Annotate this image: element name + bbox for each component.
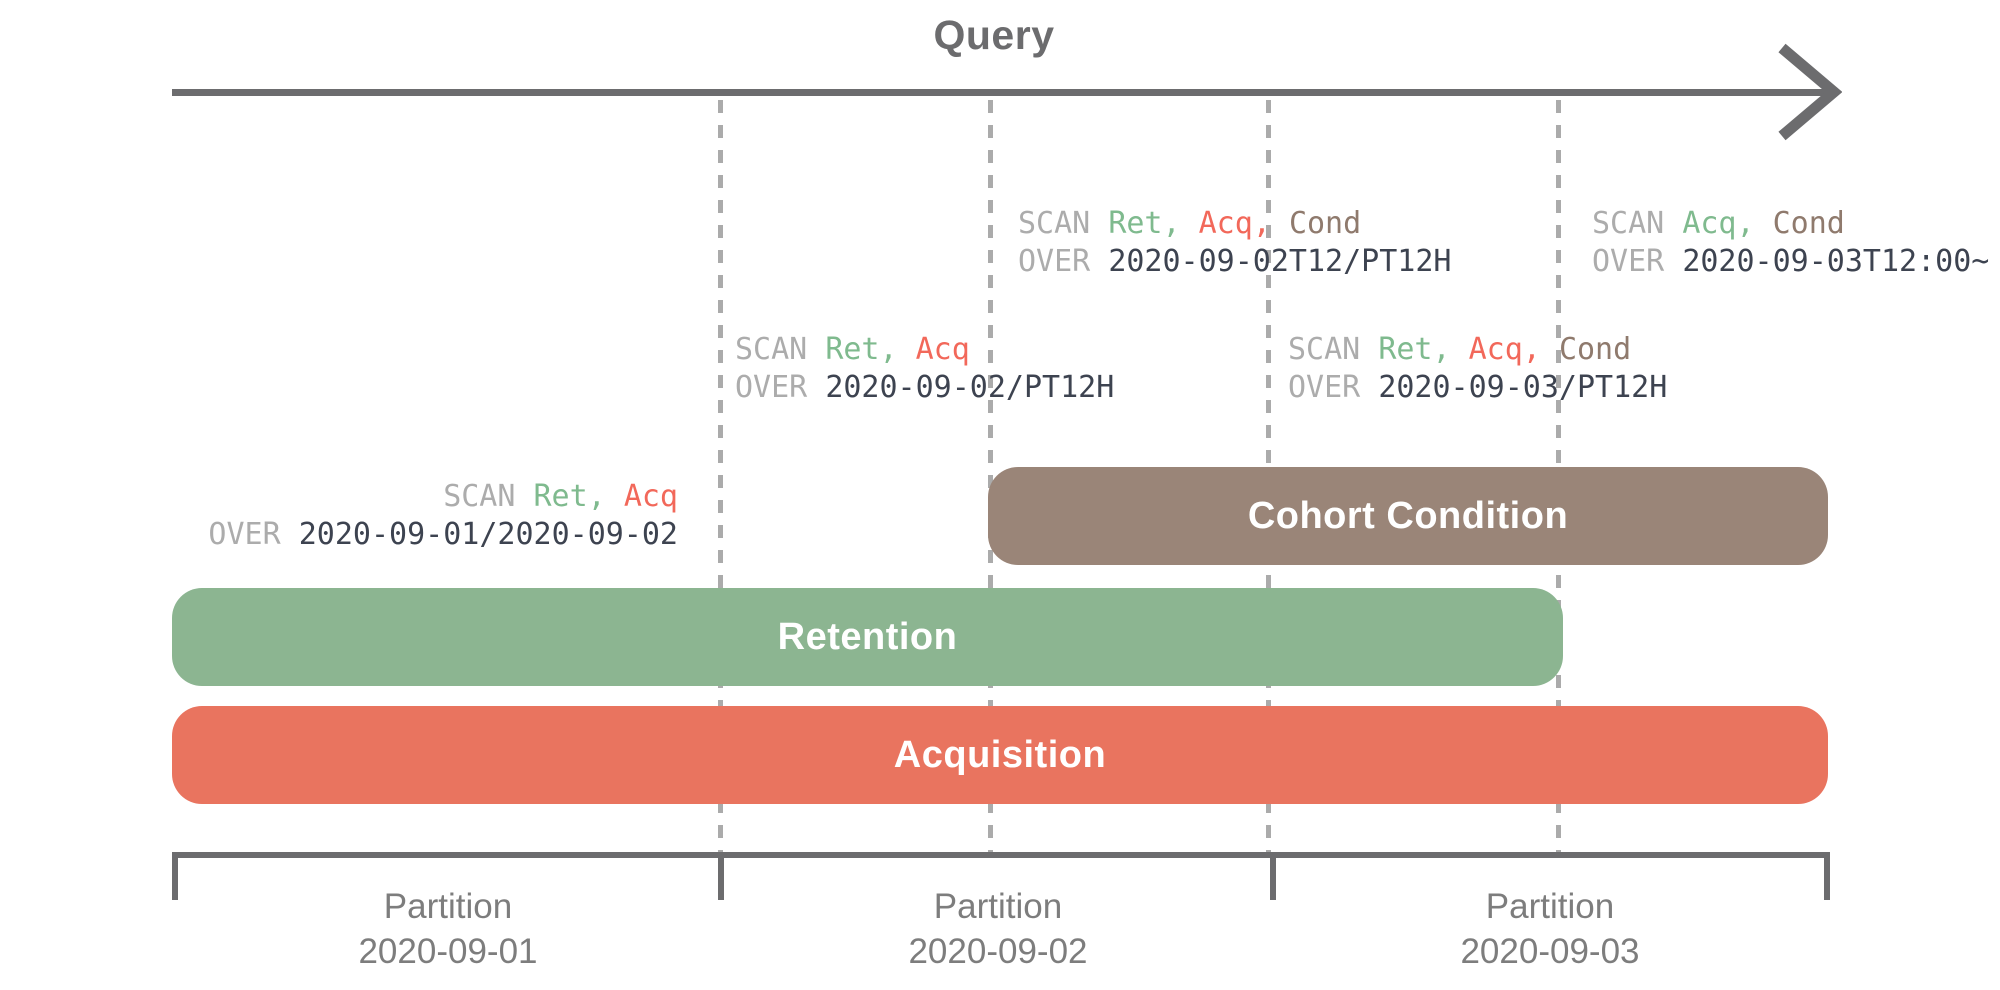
scan-metric-cond: Cond [1558,332,1632,367]
scan-line: SCAN Ret, Acq, Cond [1018,205,1451,243]
arrow-head-icon [1778,43,1842,141]
scan-keyword: SCAN [1018,206,1109,241]
over-range: 2020-09-01/2020-09-02 [298,517,678,552]
scan-annotation-4: SCAN Ret, Acq, Cond OVER 2020-09-03/PT12… [1288,331,1667,407]
scan-annotation-2: SCAN Ret, Acq OVER 2020-09-02/PT12H [735,331,1114,407]
bar-retention: Retention [172,588,1563,686]
partition-date: 2020-09-01 [358,932,538,971]
scan-metric-cond: Cond [1772,206,1845,241]
scan-metric-acq: Acq, [1468,332,1559,367]
over-line: OVER 2020-09-01/2020-09-02 [208,516,678,554]
over-line: OVER 2020-09-02T12/PT12H [1018,243,1451,281]
axis-tick [718,852,724,900]
scan-metric-ret: Ret, [533,479,624,514]
partition-axis [172,852,1830,858]
dashed-gridline-2020-09-02 [718,100,723,853]
query-title: Query [933,12,1055,58]
scan-annotation-1: SCAN Ret, Acq OVER 2020-09-01/2020-09-02 [208,478,678,554]
scan-line: SCAN Ret, Acq [735,331,1114,369]
scan-line: SCAN Ret, Acq, Cond [1288,331,1667,369]
over-keyword: OVER [735,370,826,405]
partition-label-2020-09-02: Partition 2020-09-02 [738,884,1258,974]
bar-label: Acquisition [893,733,1107,776]
scan-metric-ret: Ret, [1378,332,1469,367]
over-line: OVER 2020-09-02/PT12H [735,369,1114,407]
bar-cohort-condition: Cohort Condition [988,467,1828,565]
scan-annotation-3: SCAN Ret, Acq, Cond OVER 2020-09-02T12/P… [1018,205,1451,281]
axis-tick [1824,852,1830,900]
scan-metric-ret: Ret, [1108,206,1199,241]
over-range: 2020-09-02/PT12H [825,370,1115,405]
over-range: 2020-09-03/PT12H [1378,370,1668,405]
scan-metric-acq: Acq, [1198,206,1289,241]
over-line: OVER 2020-09-03/PT12H [1288,369,1667,407]
bar-label: Cohort Condition [1247,494,1569,537]
scan-keyword: SCAN [443,479,534,514]
scan-metric-cond: Cond [1288,206,1362,241]
partition-label-2020-09-03: Partition 2020-09-03 [1290,884,1810,974]
partition-name: Partition [933,887,1063,926]
over-range: 2020-09-02T12/PT12H [1108,244,1452,279]
query-arrow-line [172,89,1832,96]
scan-metric-acq: Acq, [1682,206,1773,241]
partition-name: Partition [383,887,513,926]
over-keyword: OVER [1592,244,1683,279]
scan-keyword: SCAN [735,332,826,367]
scan-keyword: SCAN [1592,206,1683,241]
over-keyword: OVER [208,517,299,552]
scan-line: SCAN Ret, Acq [208,478,678,516]
over-line: OVER 2020-09-03T12:00~ [1592,243,1989,281]
partition-label-2020-09-01: Partition 2020-09-01 [188,884,708,974]
axis-tick [1270,852,1276,900]
dashed-gridline-2020-09-02T12 [988,100,993,853]
axis-tick [172,852,178,900]
scan-keyword: SCAN [1288,332,1379,367]
scan-metric-acq: Acq [623,479,678,514]
scan-metric-acq: Acq [915,332,970,367]
scan-metric-ret: Ret, [825,332,916,367]
partition-date: 2020-09-03 [1460,932,1640,971]
bar-label: Retention [777,615,958,658]
bar-acquisition: Acquisition [172,706,1828,804]
over-keyword: OVER [1018,244,1109,279]
scan-line: SCAN Acq, Cond [1592,205,1989,243]
over-range: 2020-09-03T12:00~ [1682,244,1990,279]
partition-date: 2020-09-02 [908,932,1088,971]
partition-name: Partition [1485,887,1615,926]
scan-annotation-5: SCAN Acq, Cond OVER 2020-09-03T12:00~ [1592,205,1989,281]
over-keyword: OVER [1288,370,1379,405]
